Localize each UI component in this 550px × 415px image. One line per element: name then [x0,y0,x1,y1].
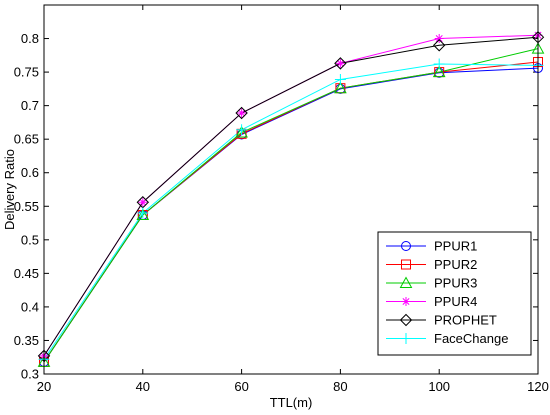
y-tick-label: 0.55 [14,199,39,214]
series-line-ppur3 [43,48,539,363]
point-ppur4 [138,197,148,207]
legend-item-prophet: PROPHET [386,313,497,328]
x-tick-label: 20 [37,379,51,394]
point-facechange [433,58,445,70]
y-axis-label: Delivery Ratio [2,149,17,230]
y-tick-label: 0.7 [21,98,39,113]
y-tick-label: 0.35 [14,333,39,348]
y-tick-label: 0.5 [21,232,39,247]
x-tick-label: 100 [428,379,450,394]
legend-label: PROPHET [434,313,497,328]
x-tick-label: 80 [333,379,347,394]
legend-item-ppur2: PPUR2 [386,257,477,272]
y-tick-label: 0.8 [21,31,39,46]
legend-marker-ppur2 [401,259,411,270]
y-tick-label: 0.6 [21,165,39,180]
series-line-prophet [43,36,539,357]
x-tick-label: 60 [234,379,248,394]
axis-ticks: 20 40 60 80 100 120 0.3 0.35 0.4 0.45 0.5 0.55 0.6 0.… [14,5,549,394]
point-prophet [432,39,446,52]
y-tick-label: 0.75 [14,65,39,80]
legend-label: PPUR1 [434,239,477,254]
legend-box [377,231,532,356]
legend-item-facechange: FaceChange [386,331,508,346]
legend-label: PPUR2 [434,257,477,272]
y-tick-label: 0.4 [21,299,39,314]
legend-label: PPUR3 [434,276,477,291]
point-facechange [236,124,248,136]
legend-item-ppur1: PPUR1 [386,239,477,254]
point-prophet [235,106,248,120]
legend-marker-ppur3 [399,276,413,288]
y-tick-label: 0.65 [14,132,39,147]
point-ppur3 [432,65,446,78]
y-tick-label: 0.45 [14,266,39,281]
series-lines [43,34,539,363]
point-prophet [334,57,347,70]
legend-item-ppur4: PPUR4 [386,294,477,309]
x-tick-label: 40 [136,379,150,394]
legend-marker-facechange [400,333,412,344]
x-tick-label: 120 [527,379,549,394]
legend-marker-ppur4 [401,297,411,306]
point-ppur3 [136,208,150,220]
legend-label: PPUR4 [434,294,477,309]
series-line-facechange [43,63,539,360]
point-facechange [137,207,149,219]
point-ppur3 [235,125,248,138]
point-ppur4 [434,34,444,44]
legend-item-ppur3: PPUR3 [386,276,477,291]
legend-marker-prophet [399,313,413,327]
point-facechange [334,73,346,85]
plot-frame [43,4,539,375]
legend: PPUR1 PPUR2 PPUR3 PPUR4 PROPHET FaceChange [377,231,532,356]
x-axis-label: TTL(m) [270,395,313,410]
y-tick-label: 0.3 [21,367,39,382]
point-ppur4 [237,108,247,118]
legend-label: FaceChange [434,331,508,346]
point-ppur3 [334,81,347,94]
point-ppur4 [335,58,345,68]
legend-marker-ppur1 [401,241,411,251]
